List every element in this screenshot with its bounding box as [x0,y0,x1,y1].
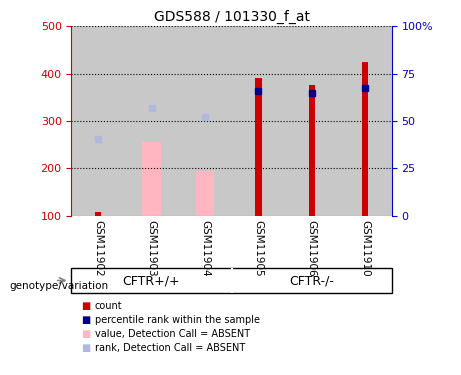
Bar [178,26,231,216]
Bar [362,62,368,216]
Text: ■: ■ [81,301,90,310]
Text: ■: ■ [81,315,90,325]
Text: ■: ■ [81,344,90,353]
Bar [338,26,392,216]
Text: CFTR+/+: CFTR+/+ [123,274,180,287]
Bar [125,26,178,216]
Text: GSM11910: GSM11910 [360,220,370,276]
Bar [71,26,125,216]
Text: ■: ■ [81,329,90,339]
Text: GSM11903: GSM11903 [147,220,157,276]
Text: count: count [95,301,122,310]
Text: value, Detection Call = ABSENT: value, Detection Call = ABSENT [95,329,249,339]
Text: genotype/variation: genotype/variation [9,281,108,291]
Bar [195,171,214,216]
Bar [231,26,285,216]
Bar [142,142,161,216]
Text: GSM11902: GSM11902 [93,220,103,276]
Bar [285,26,338,216]
Text: rank, Detection Call = ABSENT: rank, Detection Call = ABSENT [95,344,245,353]
Bar [255,78,261,216]
Text: GSM11906: GSM11906 [307,220,317,276]
Text: GSM11904: GSM11904 [200,220,210,276]
Text: CFTR-/-: CFTR-/- [290,274,334,287]
Bar [95,212,101,216]
Text: percentile rank within the sample: percentile rank within the sample [95,315,260,325]
Title: GDS588 / 101330_f_at: GDS588 / 101330_f_at [154,10,310,24]
Text: GSM11905: GSM11905 [254,220,263,276]
Bar [308,86,315,216]
